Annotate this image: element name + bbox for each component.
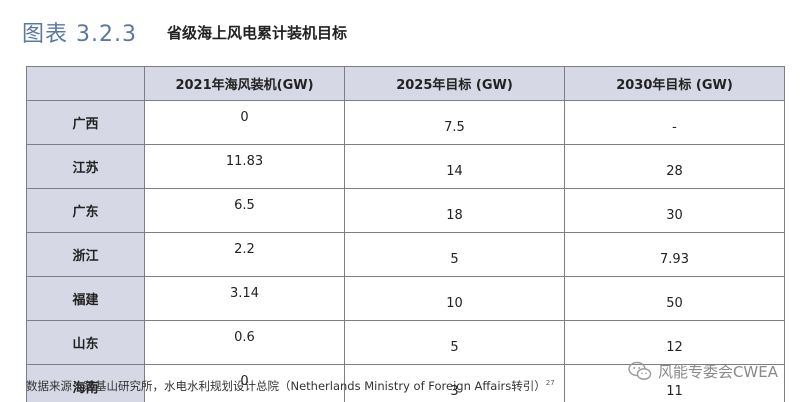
installed-2021-cell: 0 [144,100,345,145]
source-text: 数据来源：落基山研究所，水电水利规划设计总院（Netherlands Minis… [26,379,546,393]
table-row: 海南 0 3 11 [26,364,785,402]
footnote-marker: 27 [545,379,555,388]
installed-2021-cell: 0.6 [144,320,345,365]
installed-2021-cell: 3.14 [144,276,345,321]
province-cell: 广西 [26,100,145,145]
installed-2021-cell: 11.83 [144,144,345,189]
target-2030-cell: 50 [564,276,785,321]
province-cell: 江苏 [26,144,145,189]
target-2025-cell: 18 [344,188,565,233]
province-cell: 海南 [26,364,145,402]
target-2025-cell: 10 [344,276,565,321]
wechat-icon [628,361,652,380]
table-header-row: 2021年海风装机(GW) 2025年目标 (GW) 2030年目标 (GW) [26,66,785,101]
province-cell: 广东 [26,188,145,233]
target-2025-cell: 14 [344,144,565,189]
header-2025: 2025年目标 (GW) [344,66,565,101]
province-cell: 浙江 [26,232,145,277]
target-2025-cell: 5 [344,232,565,277]
watermark: 风能专委会CWEA [628,360,778,382]
installed-2021-cell: 0 [144,364,345,402]
target-2030-cell: - [564,100,785,145]
target-2030-cell: 28 [564,144,785,189]
province-cell: 福建 [26,276,145,321]
table-row: 山东 0.6 5 12 [26,320,785,365]
figure-label: 图表 3.2.3 [22,22,137,47]
header-2021: 2021年海风装机(GW) [144,66,345,101]
installed-2021-cell: 6.5 [144,188,345,233]
header-2030: 2030年目标 (GW) [564,66,785,101]
table-row: 浙江 2.2 5 7.93 [26,232,785,277]
figure-header: 图表 3.2.3 省级海上风电累计装机目标 [22,10,347,54]
province-cell: 山东 [26,320,145,365]
target-2025-cell: 5 [344,320,565,365]
watermark-text: 风能专委会CWEA [657,362,778,381]
table-row: 江苏 11.83 14 28 [26,144,785,189]
table-row: 广西 0 7.5 - [26,100,785,145]
source-note: 数据来源：落基山研究所，水电水利规划设计总院（Netherlands Minis… [26,378,555,394]
target-2030-cell: 12 [564,320,785,365]
installed-2021-cell: 2.2 [144,232,345,277]
target-2030-cell: 11 [564,364,785,402]
target-table: 2021年海风装机(GW) 2025年目标 (GW) 2030年目标 (GW) … [26,66,785,402]
header-corner [26,66,145,101]
target-2030-cell: 7.93 [564,232,785,277]
table-row: 福建 3.14 10 50 [26,276,785,321]
target-2030-cell: 30 [564,188,785,233]
figure-title: 省级海上风电累计装机目标 [166,23,347,42]
target-2025-cell: 3 [344,364,565,402]
table-row: 广东 6.5 18 30 [26,188,785,233]
target-2025-cell: 7.5 [344,100,565,145]
